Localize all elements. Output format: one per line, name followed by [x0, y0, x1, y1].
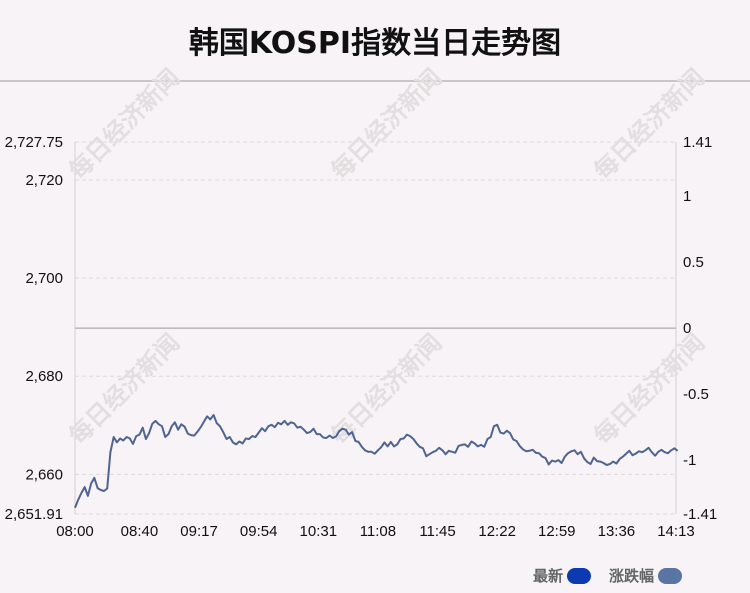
x-tick-label: 08:00	[56, 523, 94, 540]
watermark-text: 每日经济新闻	[64, 329, 186, 451]
legend-item-latest[interactable]: 最新	[533, 565, 592, 586]
x-tick-label: 12:59	[538, 523, 576, 540]
y-right-tick-label: 1	[683, 188, 691, 205]
x-tick-label: 11:45	[419, 523, 455, 540]
y-right-tick-label: 0	[683, 320, 691, 337]
x-tick-label: 14:13	[657, 523, 695, 540]
x-tick-label: 09:17	[180, 523, 218, 540]
kospi-series-line	[74, 414, 679, 509]
y-left-tick-label: 2,651.91	[5, 506, 63, 523]
x-tick-label: 11:08	[360, 523, 396, 540]
y-right-tick-label: 1.41	[683, 134, 712, 151]
legend-item-change[interactable]: 涨跌幅	[609, 565, 683, 586]
chart-title: 韩国KOSPI指数当日走势图	[188, 26, 562, 61]
y-left-tick-label: 2,680	[25, 368, 63, 385]
y-right-tick-label: 0.5	[683, 254, 704, 271]
y-right-tick-label: -0.5	[683, 386, 709, 403]
legend-label-latest: 最新	[533, 567, 564, 585]
y-right-tick-label: -1.41	[683, 506, 717, 523]
watermark-text: 每日经济新闻	[589, 64, 711, 186]
x-tick-label: 10:31	[300, 523, 338, 540]
y-left-tick-label: 2,720	[25, 172, 63, 189]
legend-swatch-latest	[567, 568, 592, 584]
y-right-tick-label: -1	[683, 452, 696, 469]
legend-swatch-change	[658, 568, 683, 584]
y-left-tick-label: 2,660	[25, 466, 63, 483]
x-tick-label: 13:36	[598, 523, 636, 540]
x-tick-label: 08:40	[121, 523, 159, 540]
legend-label-change: 涨跌幅	[609, 567, 655, 585]
watermark-text: 每日经济新闻	[326, 64, 448, 186]
watermark-text: 每日经济新闻	[64, 64, 186, 186]
x-tick-label: 09:54	[240, 523, 278, 540]
y-left-tick-label: 2,727.75	[5, 134, 63, 151]
title-divider	[0, 80, 750, 82]
y-left-tick-label: 2,700	[25, 270, 63, 287]
watermark-text: 每日经济新闻	[326, 329, 448, 451]
x-tick-label: 12:22	[478, 523, 516, 540]
